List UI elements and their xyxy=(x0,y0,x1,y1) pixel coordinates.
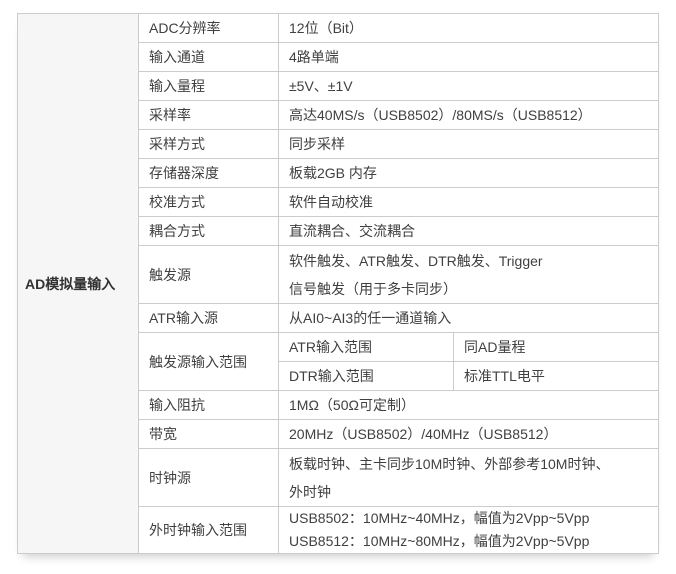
spec-label-coupling: 耦合方式 xyxy=(138,216,279,246)
spec-row-memory-depth: 存储器深度 板载2GB 内存 xyxy=(18,158,660,188)
spec-label-memory-depth: 存储器深度 xyxy=(138,158,279,188)
spec-table: AD模拟量输入 ADC分辨率 12位（Bit） 输入通道 4路单端 输入量程 ±… xyxy=(17,13,660,554)
spec-label-trigger-source: 触发源 xyxy=(138,245,279,304)
spec-label-trigger-input-range: 触发源输入范围 xyxy=(138,332,279,391)
spec-value-sample-mode: 同步采样 xyxy=(277,129,660,159)
group-header-cell: AD模拟量输入 xyxy=(17,13,139,554)
spec-value-bandwidth: 20MHz（USB8502）/40MHz（USB8512） xyxy=(277,419,660,449)
spec-value-atr-input-source: 从AI0~AI3的任一通道输入 xyxy=(277,303,660,333)
spec-label-clock-source: 时钟源 xyxy=(138,448,279,507)
spec-value-memory-depth: 板载2GB 内存 xyxy=(277,158,660,188)
spec-subvalue-dtr-range: 标准TTL电平 xyxy=(452,361,660,391)
spec-row-adc-resolution: AD模拟量输入 ADC分辨率 12位（Bit） xyxy=(17,13,660,554)
spec-value-adc-resolution: 12位（Bit） xyxy=(277,13,660,43)
spec-value-input-channels: 4路单端 xyxy=(277,42,660,72)
spec-row-sample-rate: 采样率 高达40MS/s（USB8502）/80MS/s（USB8512） xyxy=(18,100,660,130)
spec-value-calibration: 软件自动校准 xyxy=(277,187,660,217)
spec-label-bandwidth: 带宽 xyxy=(138,419,279,449)
spec-row-atr-input-source: ATR输入源 从AI0~AI3的任一通道输入 xyxy=(18,303,660,333)
spec-value-sample-rate: 高达40MS/s（USB8502）/80MS/s（USB8512） xyxy=(277,100,660,130)
spec-row-sample-mode: 采样方式 同步采样 xyxy=(18,129,660,159)
spec-row-clock-source: 时钟源 板载时钟、主卡同步10M时钟、外部参考10M时钟、 外时钟 xyxy=(18,448,660,507)
spec-label-adc-resolution: ADC分辨率 xyxy=(138,13,279,43)
spec-value-coupling: 直流耦合、交流耦合 xyxy=(277,216,660,246)
spec-value-input-range: ±5V、±1V xyxy=(277,71,660,101)
spec-sublabel-dtr-range: DTR输入范围 xyxy=(278,361,454,391)
spec-row-trigger-input-range-atr: 触发源输入范围 ATR输入范围 同AD量程 xyxy=(18,332,660,391)
spec-value-ext-clock-input-range: USB8502：10MHz~40MHz，幅值为2Vpp~5Vpp USB8512… xyxy=(277,506,660,554)
spec-label-sample-rate: 采样率 xyxy=(138,100,279,130)
spec-subvalue-atr-range: 同AD量程 xyxy=(452,332,660,362)
spec-label-sample-mode: 采样方式 xyxy=(138,129,279,159)
spec-sublabel-atr-range: ATR输入范围 xyxy=(278,332,454,362)
spec-label-atr-input-source: ATR输入源 xyxy=(138,303,279,333)
spec-row-calibration: 校准方式 软件自动校准 xyxy=(18,187,660,217)
spec-value-input-impedance: 1MΩ（50Ω可定制） xyxy=(277,390,660,420)
spec-label-input-impedance: 输入阻抗 xyxy=(138,390,279,420)
spec-row-input-channels: 输入通道 4路单端 xyxy=(18,42,660,72)
spec-row-ext-clock-input-range: 外时钟输入范围 USB8502：10MHz~40MHz，幅值为2Vpp~5Vpp… xyxy=(18,506,660,554)
spec-row-bandwidth: 带宽 20MHz（USB8502）/40MHz（USB8512） xyxy=(18,419,660,449)
spec-row-input-range: 输入量程 ±5V、±1V xyxy=(18,71,660,101)
spec-label-ext-clock-input-range: 外时钟输入范围 xyxy=(138,506,279,554)
spec-row-trigger-source: 触发源 软件触发、ATR触发、DTR触发、Trigger 信号触发（用于多卡同步… xyxy=(18,245,660,304)
spec-value-trigger-source: 软件触发、ATR触发、DTR触发、Trigger 信号触发（用于多卡同步） xyxy=(277,245,660,304)
spec-label-input-range: 输入量程 xyxy=(138,71,279,101)
spec-label-input-channels: 输入通道 xyxy=(138,42,279,72)
spec-label-calibration: 校准方式 xyxy=(138,187,279,217)
spec-row-trigger-input-range-dtr: DTR输入范围 标准TTL电平 xyxy=(18,361,660,391)
spec-value-clock-source: 板载时钟、主卡同步10M时钟、外部参考10M时钟、 外时钟 xyxy=(277,448,660,507)
